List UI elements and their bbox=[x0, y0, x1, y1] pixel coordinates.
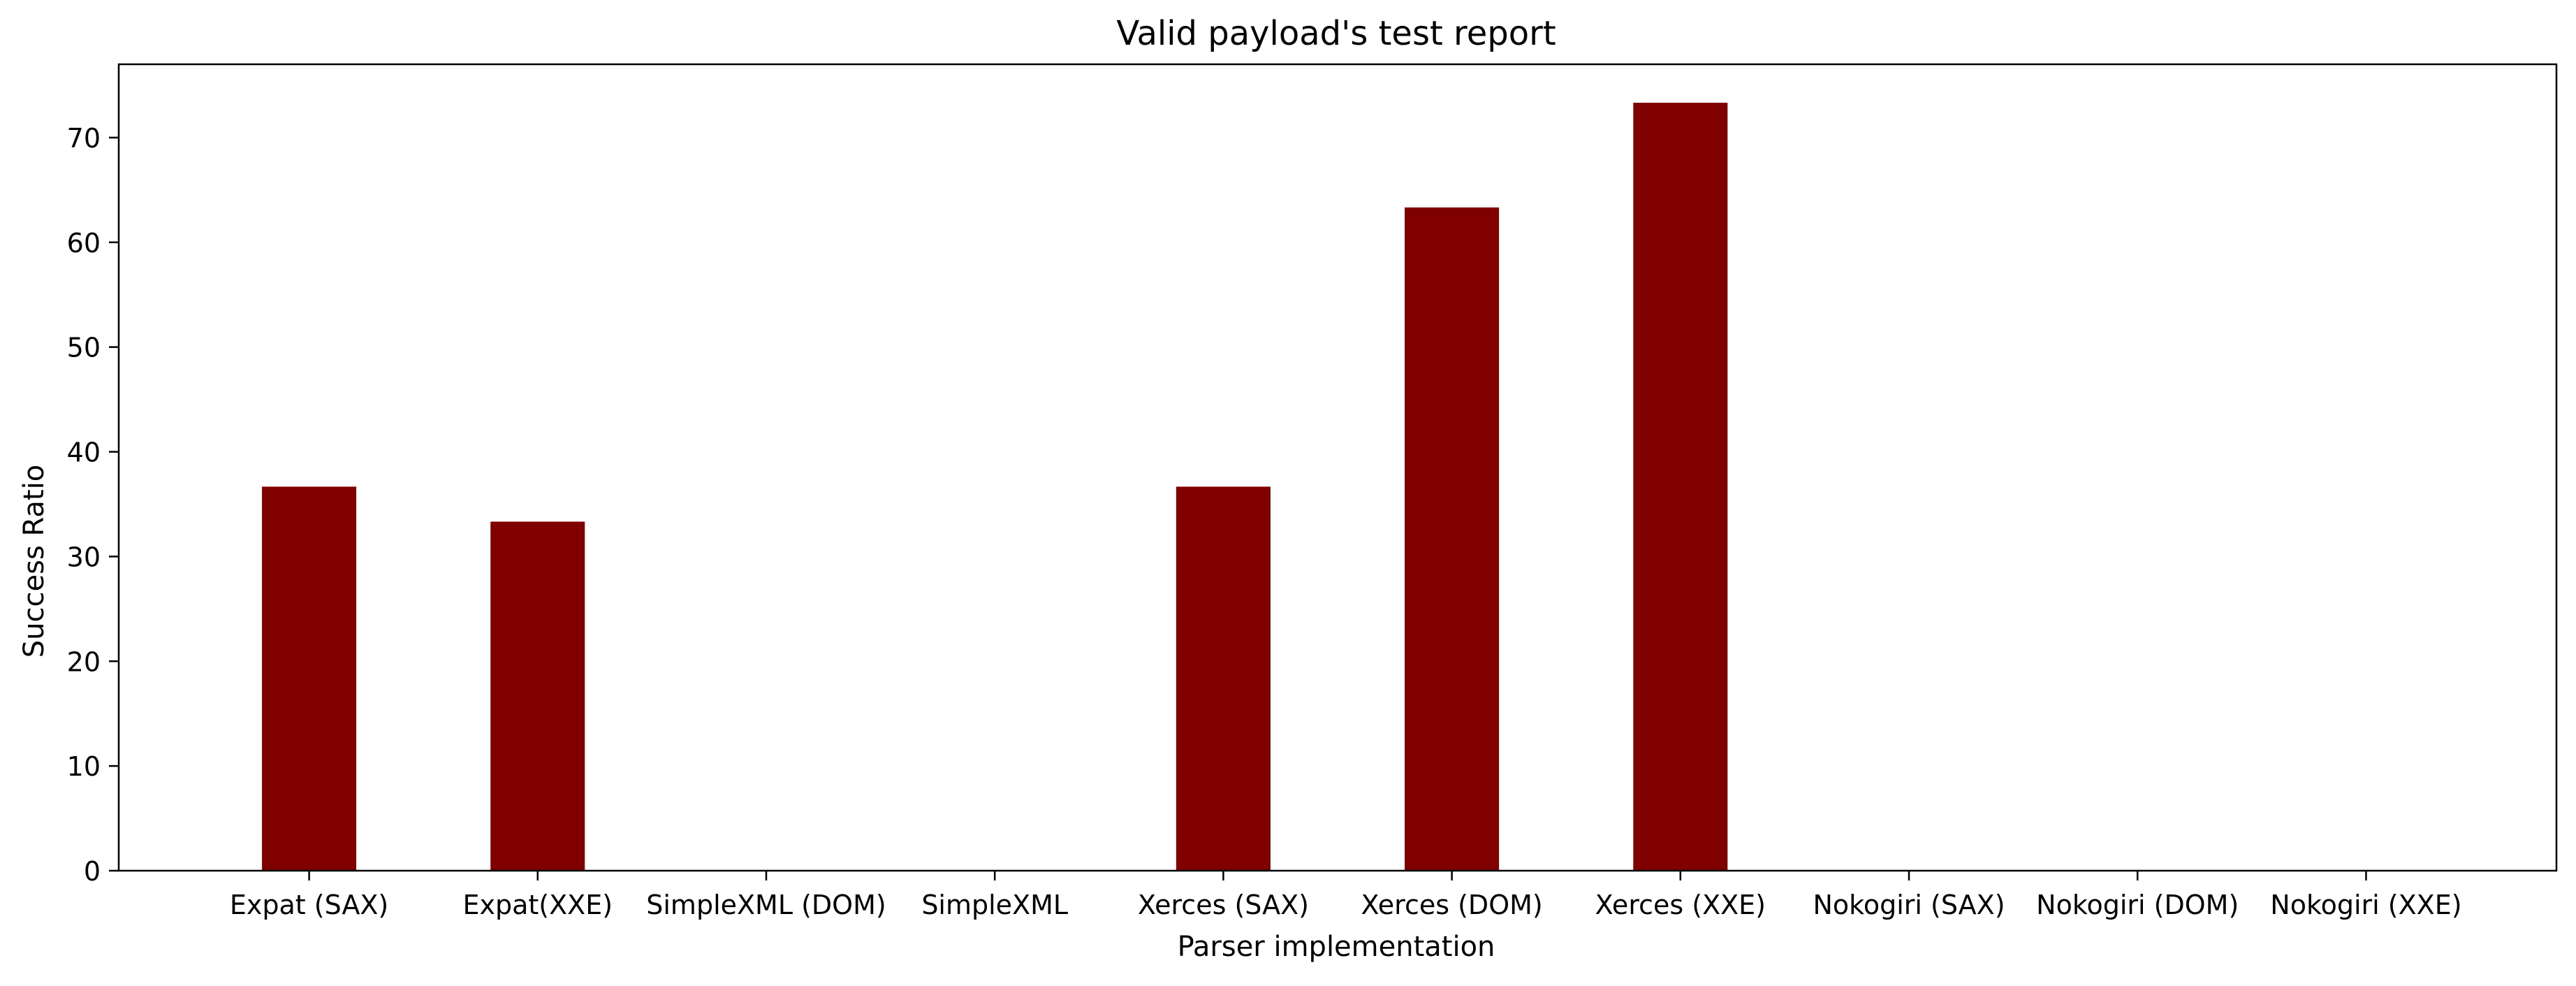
axes-frame bbox=[117, 63, 2558, 872]
x-tick-label: SimpleXML bbox=[921, 890, 1068, 920]
x-tick-label: Nokogiri (DOM) bbox=[2036, 890, 2239, 920]
bar-expat-sax bbox=[262, 486, 357, 871]
x-tick-label: Xerces (SAX) bbox=[1138, 890, 1309, 920]
y-tick-label: 30 bbox=[67, 542, 101, 572]
x-tick-label: Expat(XXE) bbox=[463, 890, 613, 920]
x-tick-label: Xerces (DOM) bbox=[1361, 890, 1542, 920]
x-tick-label: SimpleXML (DOM) bbox=[646, 890, 886, 920]
y-tick-label: 40 bbox=[67, 437, 101, 468]
y-tick-label: 50 bbox=[67, 333, 101, 363]
y-tick-label: 60 bbox=[67, 228, 101, 259]
x-tick-label: Nokogiri (XXE) bbox=[2270, 890, 2461, 920]
y-tick-label: 10 bbox=[67, 751, 101, 782]
y-tick-label: 70 bbox=[67, 123, 101, 154]
y-axis-label: Success Ratio bbox=[18, 465, 50, 658]
plot-area: 0 10 20 30 40 50 60 70 Expat (SAX) Expat(XXE) Simp… bbox=[67, 63, 2558, 920]
bar-xerces-sax bbox=[1176, 486, 1271, 871]
bar-expat-xxe bbox=[490, 521, 585, 871]
bar-xerces-xxe bbox=[1633, 103, 1728, 871]
y-tick-label: 0 bbox=[84, 856, 101, 887]
chart-title: Valid payload's test report bbox=[1116, 14, 1556, 53]
x-tick-label: Expat (SAX) bbox=[230, 890, 388, 920]
x-axis-label: Parser implementation bbox=[1178, 931, 1495, 963]
x-tick-label: Nokogiri (SAX) bbox=[1813, 890, 2005, 920]
bar-xerces-dom bbox=[1405, 207, 1500, 871]
y-tick-label: 20 bbox=[67, 646, 101, 677]
x-tick-label: Xerces (XXE) bbox=[1595, 890, 1766, 920]
